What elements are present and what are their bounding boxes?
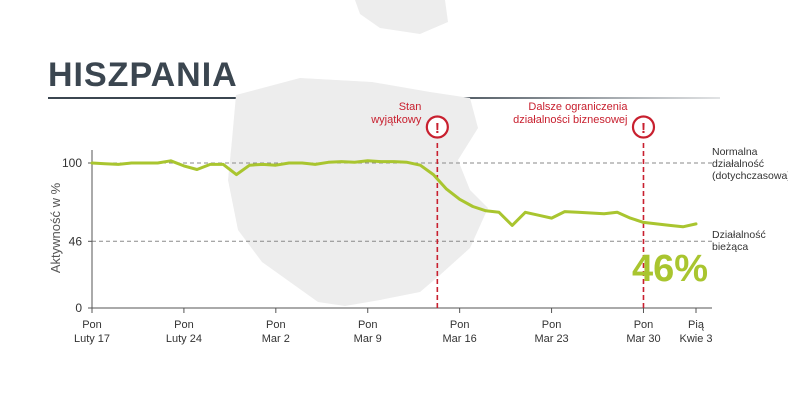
x-tick-label-day-4: Pon xyxy=(450,319,470,331)
y-tick-label-0: 0 xyxy=(75,301,82,315)
x-tick-label-day-5: Pon xyxy=(542,319,562,331)
event-warning-icon-1 xyxy=(425,115,449,139)
spain-map-silhouette xyxy=(228,78,488,306)
y-tick-label-100: 100 xyxy=(62,156,82,170)
event-label-2-line-2: działalności biznesowej xyxy=(513,114,627,126)
x-tick-label-day-2: Pon xyxy=(266,319,286,331)
x-tick-label-day-3: Pon xyxy=(358,319,378,331)
normal-activity-label-line-2: działalność xyxy=(712,158,764,170)
x-tick-label-date-1: Luty 24 xyxy=(166,333,202,345)
event-warning-icon-2 xyxy=(631,115,656,139)
map-fragment-top xyxy=(355,0,448,34)
x-tick-label-date-5: Mar 23 xyxy=(534,333,568,345)
event-warning-mark-1: ! xyxy=(435,120,440,137)
activity-series-line xyxy=(90,159,698,229)
y-axis-label: Aktywność w % xyxy=(48,182,63,273)
current-activity-label-line-1: Działalność xyxy=(712,229,766,241)
y-tick-label-46: 46 xyxy=(69,234,83,248)
x-tick-label-day-1: Pon xyxy=(174,319,194,331)
event-label-1-line-2: wyjątkowy xyxy=(370,114,422,126)
event-warning-mark-2: ! xyxy=(641,120,646,137)
event-label-1-line-1: Stan xyxy=(399,101,422,113)
normal-activity-label-line-3: (dotychczasowa) xyxy=(712,170,788,182)
x-tick-label-date-4: Mar 16 xyxy=(443,333,477,345)
x-tick-label-date-6: Mar 30 xyxy=(626,333,660,345)
x-tick-label-date-2: Mar 2 xyxy=(262,333,290,345)
normal-activity-label-line-1: Normalna xyxy=(712,146,758,158)
event-label-2-line-1: Dalsze ograniczenia xyxy=(528,101,628,113)
x-tick-label-day-0: Pon xyxy=(82,319,102,331)
x-tick-label-date-3: Mar 9 xyxy=(354,333,382,345)
x-tick-label-date-0: Luty 17 xyxy=(74,333,110,345)
x-tick-label-day-7: Pią xyxy=(688,319,705,331)
page-title: HISZPANIA xyxy=(48,56,238,94)
current-value-label: 46% xyxy=(632,248,708,290)
x-tick-label-date-7: Kwie 3 xyxy=(679,333,712,345)
current-activity-label-line-2: bieżąca xyxy=(712,241,748,253)
x-tick-label-day-6: Pon xyxy=(634,319,654,331)
